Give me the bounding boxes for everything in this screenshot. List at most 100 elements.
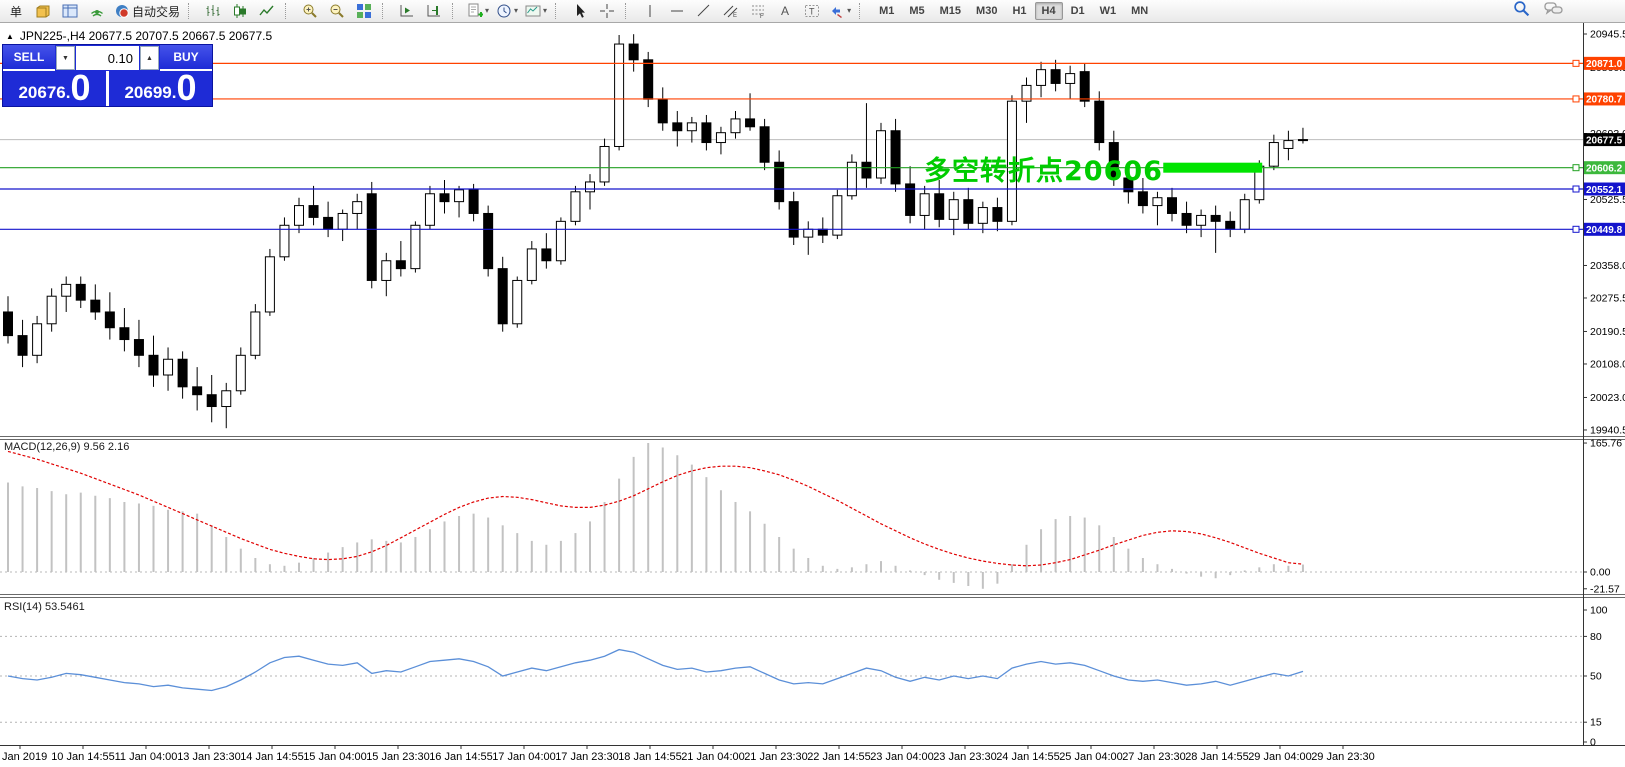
time-axis-label: 24 Jan 14:55	[996, 751, 1060, 763]
price-tag	[1584, 222, 1625, 236]
candle-body	[672, 122, 683, 132]
candle-body	[1152, 197, 1163, 207]
sell-button[interactable]: SELL	[3, 45, 55, 71]
candle-body	[614, 43, 625, 147]
templates-button[interactable]: ▾	[523, 2, 549, 21]
sell-price-main: 20676	[18, 82, 66, 102]
cursor-button[interactable]	[568, 2, 592, 21]
dropdown-caret-icon: ▾	[514, 6, 519, 15]
indicators-button[interactable]: ▾	[465, 2, 491, 21]
candle-body	[701, 122, 712, 144]
candle-body	[1181, 212, 1192, 226]
rsi-axis-label: 0	[1590, 737, 1596, 749]
candle-body	[90, 299, 101, 313]
volume-input[interactable]	[76, 46, 139, 70]
clock-icon	[496, 3, 512, 19]
market-watch-button[interactable]	[58, 2, 82, 21]
timeframe-m15-button[interactable]: M15	[939, 5, 962, 17]
line-chart-button[interactable]	[255, 2, 279, 21]
line-handle[interactable]	[1572, 185, 1580, 193]
rsi-axis-label: 50	[1590, 671, 1602, 683]
candle-body	[774, 161, 785, 203]
candle-body	[381, 260, 392, 281]
zoom-out-button[interactable]	[325, 2, 349, 21]
arrows-button[interactable]: ▾	[827, 2, 853, 21]
time-axis-label: 27 Jan 23:30	[1122, 751, 1186, 763]
search-icon[interactable]	[1513, 0, 1530, 22]
toolbar-separator	[188, 3, 195, 19]
chat-icon[interactable]	[1544, 1, 1563, 22]
channel-button[interactable]: E	[719, 2, 743, 21]
timeframe-w1-button[interactable]: W1	[1099, 5, 1117, 17]
candle-body	[366, 193, 377, 281]
pivot-annotation-text[interactable]: 多空转折点20606	[924, 156, 1163, 187]
sell-price[interactable]: 20676. 0	[3, 70, 106, 106]
rsi-line	[7, 648, 1304, 692]
rsi-indicator-label: RSI(14) 53.5461	[4, 601, 85, 613]
timeframe-m1-button[interactable]: M1	[879, 5, 895, 17]
timeframe-m30-button[interactable]: M30	[976, 5, 998, 17]
candle-body	[3, 311, 13, 337]
price-axis-label: 20023.0	[1590, 392, 1625, 404]
profiles-button[interactable]	[31, 2, 55, 21]
dropdown-caret-icon: ▾	[847, 6, 852, 15]
autotrade-button[interactable]: 自动交易	[112, 2, 182, 21]
periods-button[interactable]: ▾	[494, 2, 520, 21]
trade-panel-price-row: 20676. 0 20699. 0	[3, 70, 212, 106]
line-handle[interactable]	[1572, 164, 1580, 172]
volume-decrease-button[interactable]: ▼	[56, 46, 75, 70]
text-button[interactable]: A	[773, 2, 797, 21]
timeframe-mn-button[interactable]: MN	[1131, 5, 1149, 17]
candles-group	[3, 34, 1308, 429]
volume-increase-button[interactable]: ▲	[140, 46, 159, 70]
label-button[interactable]: T	[800, 2, 824, 21]
crosshair-button[interactable]	[595, 2, 619, 21]
horizontal-line-button[interactable]	[665, 2, 689, 21]
chart-autoscroll-button[interactable]	[422, 2, 446, 21]
line-handle[interactable]	[1572, 95, 1580, 103]
indicators-icon	[467, 3, 484, 19]
chart-autoscroll-icon	[426, 3, 442, 19]
autotrade-icon	[114, 3, 130, 19]
candle-body	[1297, 139, 1308, 142]
time-axis-label: 23 Jan 04:00	[870, 751, 934, 763]
candle-body	[323, 216, 334, 230]
new-order-button[interactable]: 单	[4, 2, 28, 21]
rsi-axis-label: 15	[1590, 717, 1602, 729]
bar-chart-icon	[205, 3, 221, 19]
timeframe-h1-button[interactable]: H1	[1012, 5, 1027, 17]
timeframe-m5-button[interactable]: M5	[909, 5, 925, 17]
timeframe-d1-button[interactable]: D1	[1070, 5, 1085, 17]
label-icon: T	[804, 3, 820, 19]
fibonacci-button[interactable]: F	[746, 2, 770, 21]
new-order-label: 单	[9, 4, 22, 19]
line-handle[interactable]	[1572, 225, 1580, 233]
timeframe-h4-button[interactable]: H4	[1034, 2, 1063, 20]
line-handle[interactable]	[1572, 59, 1580, 67]
trendline-button[interactable]	[692, 2, 716, 21]
time-axis-label: 10 Jan 14:55	[51, 751, 115, 763]
candle-body	[17, 335, 28, 356]
dropdown-caret-icon: ▾	[543, 6, 548, 15]
collapse-arrow-icon[interactable]: ▲	[6, 31, 14, 41]
vertical-line-button[interactable]	[638, 2, 662, 21]
price-tag	[1584, 56, 1625, 70]
chart-shift-button[interactable]	[395, 2, 419, 21]
candle-body	[119, 327, 130, 341]
trade-panel-top-row: SELL ▼ ▲ BUY	[3, 45, 212, 71]
signal-button[interactable]	[85, 2, 109, 21]
buy-button[interactable]: BUY	[160, 45, 212, 71]
time-axis-label: 17 Jan 23:30	[555, 751, 619, 763]
bar-chart-button[interactable]	[201, 2, 225, 21]
candlestick-button[interactable]	[228, 2, 252, 21]
candle-body	[1006, 100, 1017, 222]
pivot-highlight-bar[interactable]	[1163, 162, 1263, 173]
time-axis-label: 21 Jan 04:00	[681, 751, 745, 763]
buy-price[interactable]: 20699. 0	[109, 70, 212, 106]
candle-body	[1283, 140, 1294, 149]
candle-body	[221, 390, 232, 408]
time-axis-label: 28 Jan 14:55	[1185, 751, 1249, 763]
tile-windows-button[interactable]	[352, 2, 376, 21]
zoom-in-button[interactable]	[298, 2, 322, 21]
